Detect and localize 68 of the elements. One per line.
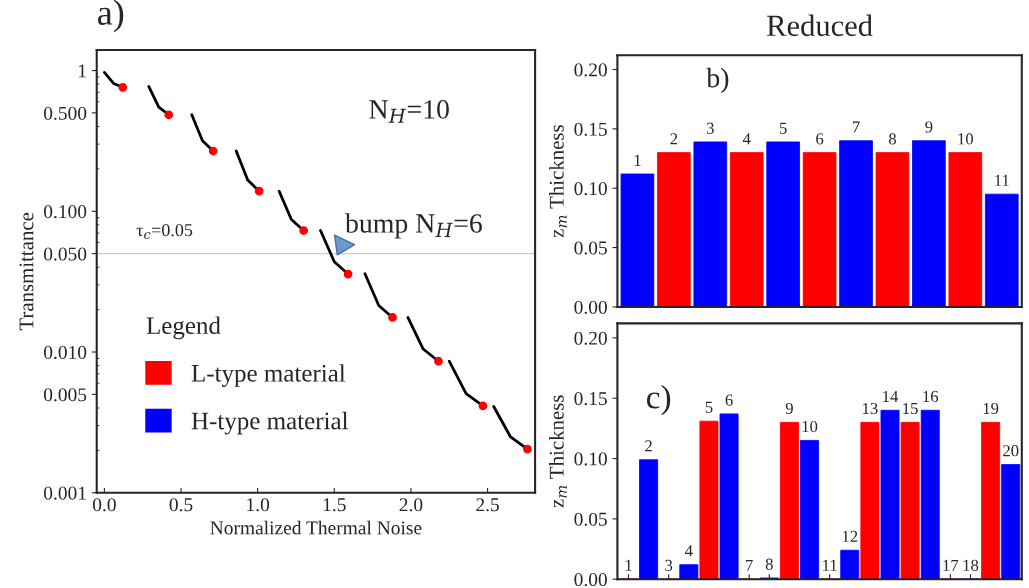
text: 3 (706, 122, 714, 134)
y-tick-label: 0.10 (574, 452, 607, 466)
text: 5 (779, 122, 787, 134)
x-axis-title: Normalized Thermal Noise (210, 520, 422, 535)
y-tick-label: 0.15 (574, 392, 607, 406)
text: 13 (863, 402, 878, 415)
y-tick-label: 1 (78, 64, 86, 78)
text: 1 (634, 154, 641, 166)
text: 18 (963, 559, 979, 571)
annotation: bump N$_{H}$=6 (345, 213, 482, 239)
text: 8 (888, 133, 896, 145)
text: a) (98, 0, 124, 33)
y-tick-label: 0.00 (574, 573, 607, 587)
legend-label: H-type material (191, 411, 349, 435)
text: 11 (995, 174, 1009, 186)
text: 9 (925, 121, 933, 133)
text: 4 (684, 545, 693, 557)
x-tick-label: 0.5 (169, 498, 193, 512)
y-tick-label: 0.20 (574, 63, 607, 77)
y-axis-title: Transmittance (19, 212, 34, 331)
x-tick-label: 2.5 (476, 498, 499, 512)
text: 19 (983, 402, 999, 415)
text: 11 (823, 559, 837, 571)
y-tick-label: 0.00 (574, 300, 607, 314)
text: 17 (943, 559, 959, 571)
y-tick-label: 0.05 (574, 512, 607, 526)
text: 12 (842, 530, 858, 542)
text: 10 (802, 420, 818, 433)
text: 2 (670, 133, 678, 145)
text: 6 (725, 394, 733, 406)
y-tick-label: 0.20 (574, 331, 607, 345)
text: 1 (625, 559, 632, 571)
text: 5 (705, 401, 713, 413)
x-tick-label: 1.5 (323, 498, 346, 512)
text: 3 (665, 559, 673, 571)
ref-line-label: τ$_{c}$=0.05 (136, 224, 193, 240)
text: 9 (785, 402, 793, 415)
annotation: c) (646, 385, 671, 416)
text: 4 (742, 133, 751, 145)
y-tick-label: 0.100 (44, 205, 87, 219)
y-tick-label: 0.010 (44, 345, 87, 360)
text: 14 (883, 390, 899, 402)
x-tick-label: 0.0 (92, 498, 116, 512)
text: 20 (1003, 445, 1019, 457)
text: 2 (645, 440, 652, 452)
x-tick-label: 2.0 (399, 498, 423, 512)
legend-title: Legend (146, 316, 221, 340)
y-tick-label: 0.10 (574, 182, 607, 196)
text: 7 (746, 559, 753, 571)
text: 10 (958, 133, 974, 145)
y-tick-label: 0.005 (44, 388, 87, 402)
text: 16 (923, 390, 939, 403)
y-tick-label: 0.500 (44, 106, 87, 120)
x-tick-label: 1.0 (247, 498, 270, 512)
text: 8 (765, 558, 773, 570)
y-tick-label: 0.05 (574, 241, 607, 255)
y-tick-label: 0.001 (44, 486, 86, 500)
text: 6 (816, 133, 824, 145)
text: 15 (903, 402, 918, 415)
annotation: b) (706, 67, 729, 94)
y-axis-title: z$_{m}$ Thickness (549, 395, 567, 508)
y-tick-label: 0.050 (44, 247, 87, 261)
text: 7 (852, 121, 860, 133)
y-axis-title: z$_{m}$ Thickness (549, 125, 567, 238)
y-tick-label: 0.15 (574, 122, 607, 136)
annotation: N$_{H}$=10 (369, 100, 449, 123)
legend-label: L-type material (191, 364, 346, 387)
chart-title: Reduced (767, 14, 873, 37)
